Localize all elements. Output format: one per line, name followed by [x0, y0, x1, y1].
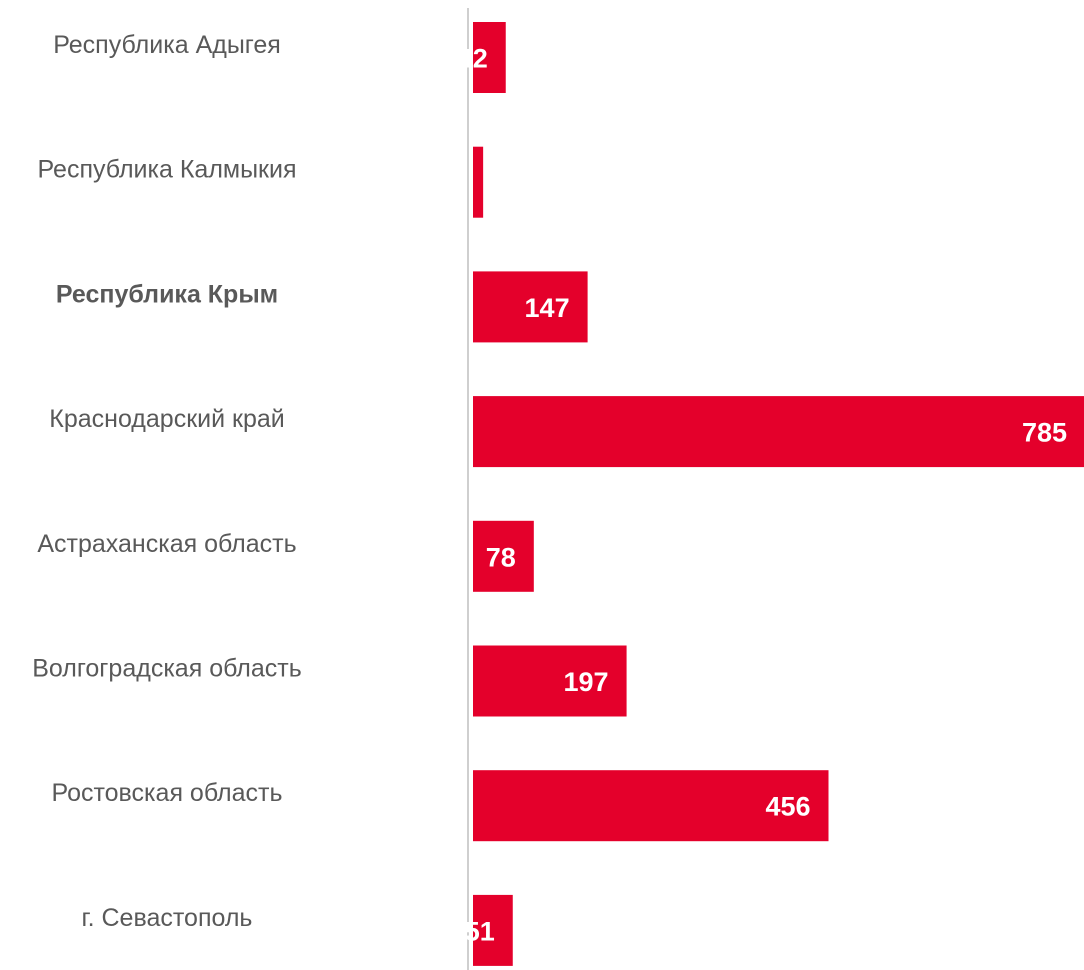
data-label: 785	[1022, 418, 1067, 448]
bar	[473, 770, 829, 842]
bar	[473, 645, 627, 717]
bar	[473, 520, 534, 592]
category-label: г. Севастополь	[82, 904, 253, 932]
data-label: 42	[458, 44, 488, 74]
bar	[473, 271, 588, 343]
category-label: Ростовская область	[52, 779, 283, 807]
category-label: Астраханская область	[37, 530, 296, 558]
category-label: Краснодарский край	[49, 405, 284, 433]
bar	[473, 22, 506, 93]
category-label: Республика Крым	[56, 280, 278, 308]
data-label: 78	[486, 542, 516, 572]
bar	[473, 894, 513, 966]
category-label: Республика Адыгея	[53, 31, 281, 59]
data-label: 51	[465, 916, 495, 946]
bar	[473, 146, 484, 218]
category-label: Республика Калмыкия	[37, 156, 296, 184]
data-label: 147	[525, 293, 570, 323]
bar	[473, 396, 1084, 468]
data-label: 13	[435, 168, 465, 198]
category-label: Волгоградская область	[32, 655, 302, 683]
data-label: 197	[564, 667, 609, 697]
data-label: 456	[765, 792, 810, 822]
